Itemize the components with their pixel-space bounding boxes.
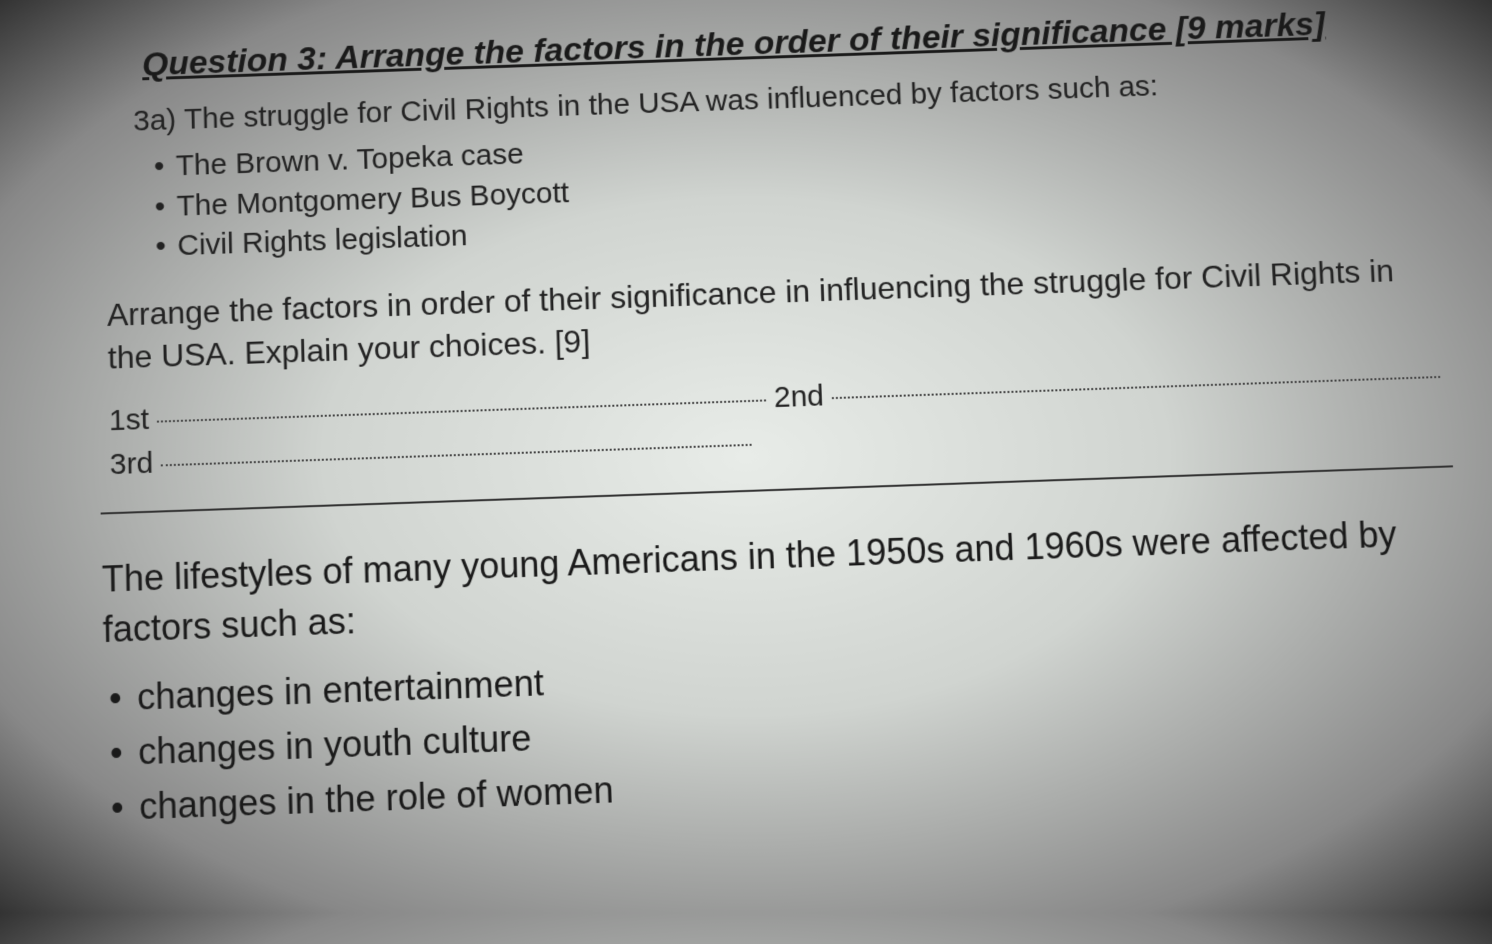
rank-second-label: 2nd — [773, 379, 824, 415]
rank-first-label: 1st — [109, 403, 150, 438]
answer-line-first[interactable] — [157, 399, 766, 422]
bullet-list-3b: changes in entertainment changes in yout… — [103, 623, 1470, 835]
ranking-lines: 1st 2nd 3rd — [109, 358, 1452, 482]
section-3b: The lifestyles of many young Americans i… — [101, 507, 1470, 835]
answer-line-third[interactable] — [161, 444, 751, 467]
instruction-text: Arrange the factors in order of their si… — [107, 247, 1446, 379]
rank-third-label: 3rd — [109, 447, 153, 482]
answer-line-second[interactable] — [832, 376, 1440, 399]
worksheet-page: Question 3: Arrange the factors in the o… — [0, 0, 1492, 944]
section-3a: 3a) The struggle for Civil Rights in the… — [93, 57, 1440, 269]
